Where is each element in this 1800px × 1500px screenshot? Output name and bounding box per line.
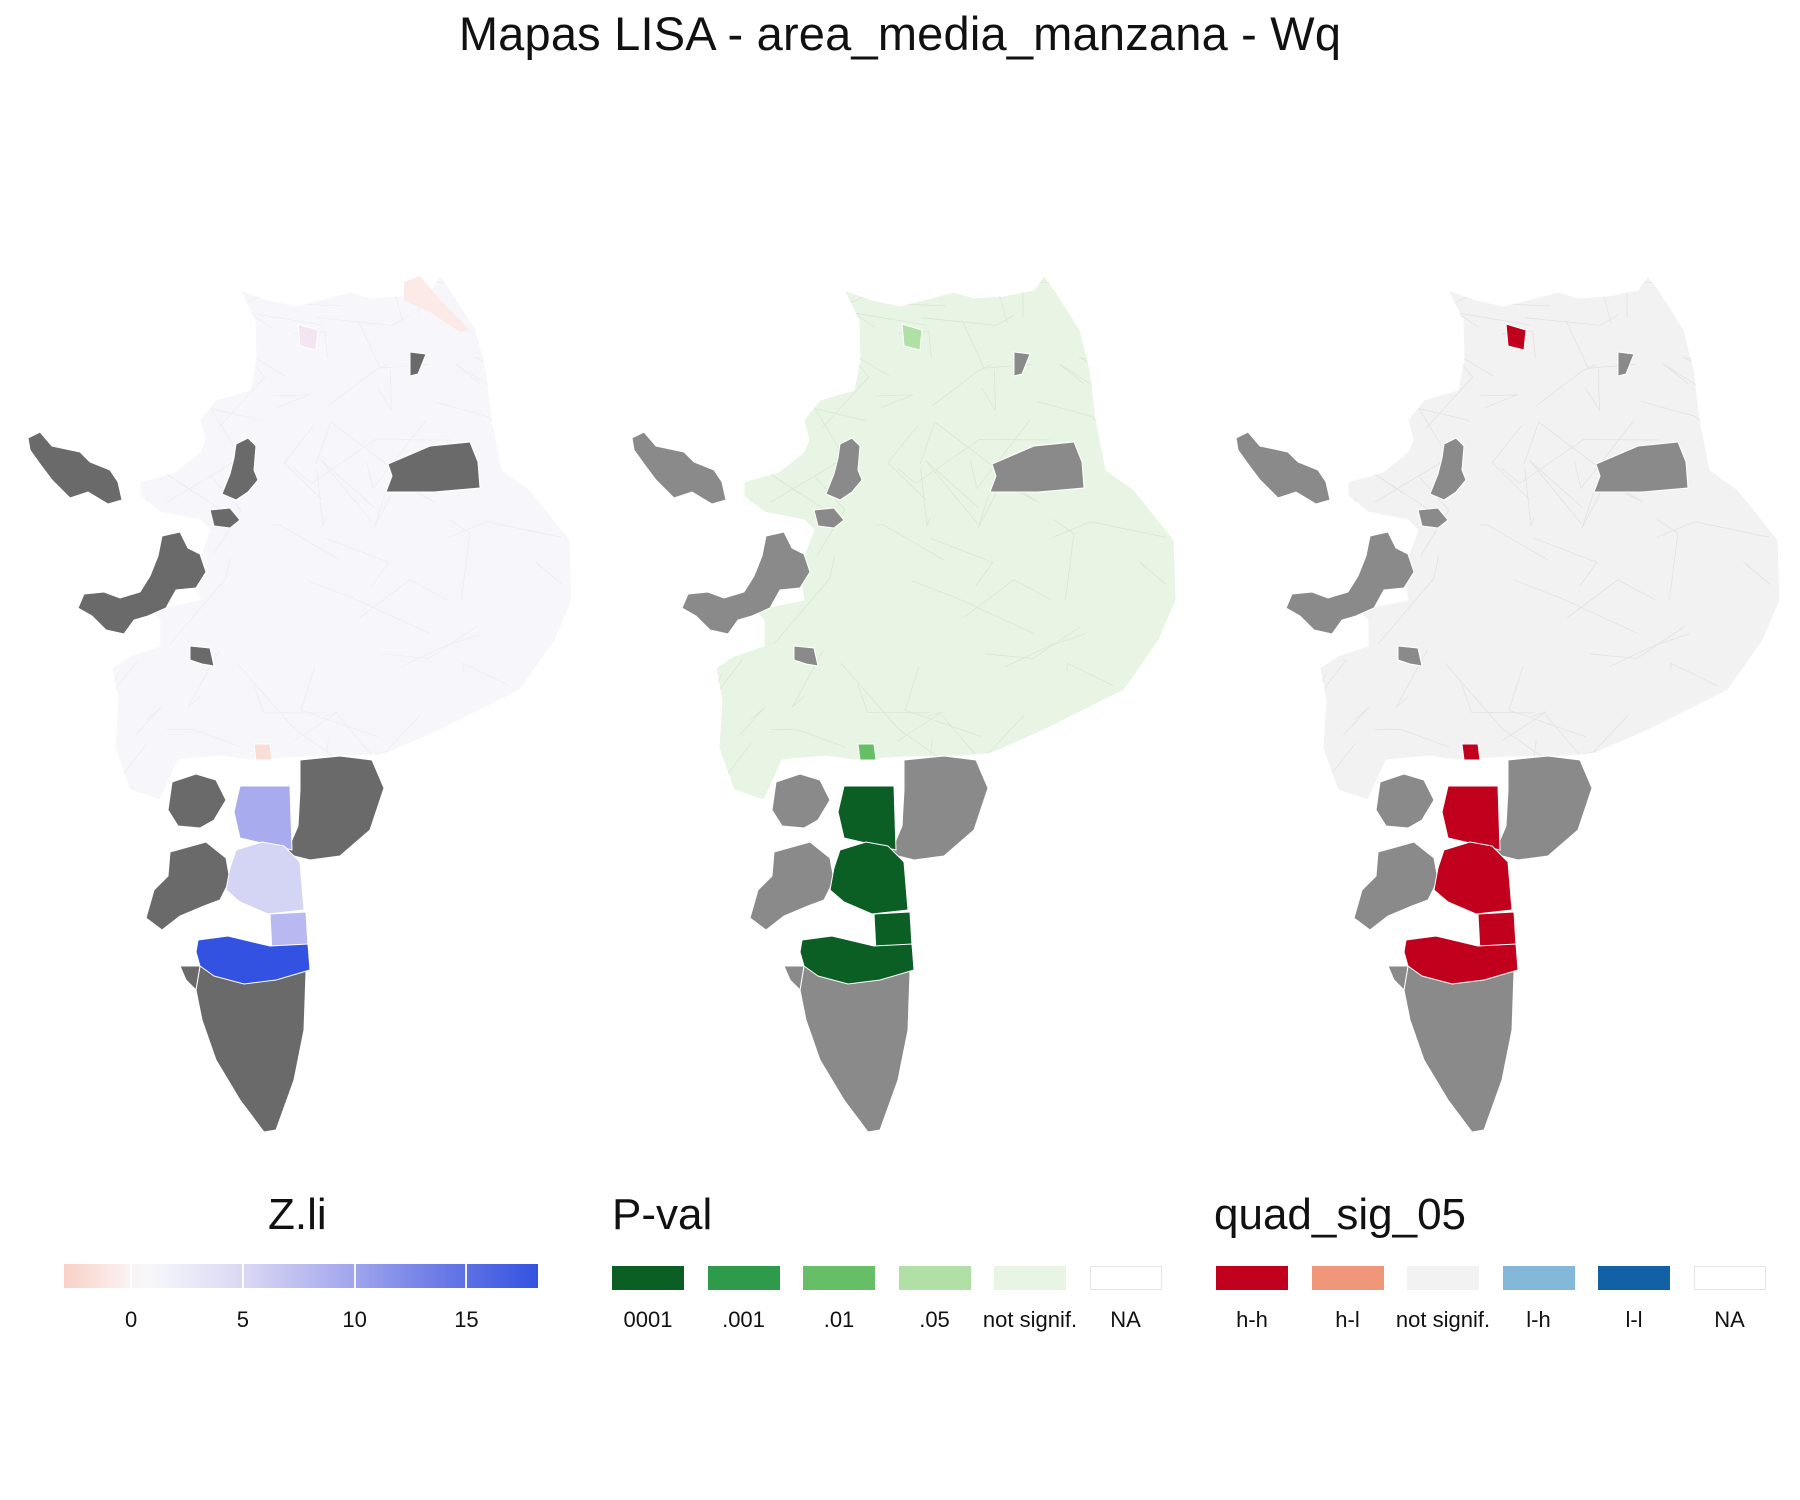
na-area	[631, 431, 727, 505]
zli-tick-label: 15	[454, 1307, 479, 1332]
pval-legend-swatch	[707, 1266, 780, 1290]
zli-tick-mark	[353, 1264, 356, 1288]
quad-cluster-north-hh	[1441, 785, 1501, 851]
na-area	[1235, 431, 1331, 505]
zli-tick-label: 5	[236, 1307, 249, 1332]
pval-legend-label: .01	[823, 1307, 855, 1332]
zli-tick-mark	[241, 1264, 244, 1288]
quad-legend-label: not signif.	[1395, 1307, 1491, 1332]
zli-center-area	[253, 743, 273, 761]
na-area	[783, 965, 805, 991]
quad-legend-label: NA	[1714, 1307, 1745, 1332]
quad-legend-swatch	[1693, 1266, 1766, 1290]
na-area	[1353, 841, 1439, 931]
zli-tick-mark	[130, 1264, 133, 1288]
quad-legend-label: h-l	[1335, 1307, 1360, 1332]
pval-cluster-north	[837, 785, 897, 851]
quad-legend-label: l-l	[1625, 1307, 1643, 1332]
quad-legend-swatch	[1598, 1266, 1670, 1290]
na-area	[167, 773, 227, 829]
zli-map	[27, 275, 573, 1133]
na-area	[1375, 773, 1435, 829]
quad-legend-label: l-h	[1526, 1307, 1551, 1332]
na-area	[145, 841, 231, 931]
page-title: Mapas LISA - area_media_manzana - Wq	[458, 7, 1342, 60]
zli-northeast-strip	[404, 276, 470, 332]
na-area	[1387, 965, 1409, 991]
zli-tick-label: 0	[124, 1307, 138, 1332]
zli-cluster-north	[233, 785, 293, 851]
quad-legend-swatch	[1311, 1266, 1384, 1290]
na-area	[749, 841, 835, 931]
quad-legend-label: h-h	[1236, 1307, 1268, 1332]
na-area	[27, 431, 123, 505]
quad-legend-title: quad_sig_05	[1214, 1190, 1467, 1239]
pval-map	[631, 275, 1177, 1133]
pval-legend-swatch	[803, 1266, 875, 1290]
zli-colorbar	[64, 1264, 538, 1288]
pval-legend-swatch	[994, 1266, 1066, 1290]
zli-tick-label: 10	[342, 1307, 367, 1332]
pval-legend-label: 0001	[623, 1307, 673, 1332]
quad-map	[1235, 275, 1781, 1133]
zli-legend-title: Z.li	[268, 1190, 327, 1239]
pval-legend-swatch	[898, 1266, 971, 1290]
na-area	[1493, 755, 1593, 861]
quad-legend-swatch	[1502, 1266, 1575, 1290]
pval-legend-label: NA	[1110, 1307, 1141, 1332]
pval-legend-label: .05	[919, 1307, 950, 1332]
pval-legend-label: .001	[722, 1307, 765, 1332]
na-area	[179, 965, 201, 991]
pval-legend-label: not signif.	[982, 1307, 1078, 1332]
na-area	[285, 755, 385, 861]
pval-legend-swatch	[1089, 1266, 1162, 1290]
pval-center-area	[857, 743, 877, 761]
na-area	[889, 755, 989, 861]
na-area	[771, 773, 831, 829]
pval-legend-swatch	[612, 1266, 684, 1290]
pval-legend-title: P-val	[612, 1190, 713, 1239]
quad-legend-swatch	[1216, 1266, 1288, 1290]
quad-legend-swatch	[1407, 1266, 1479, 1290]
quad-center-hh	[1461, 743, 1481, 761]
zli-tick-mark	[465, 1264, 468, 1288]
